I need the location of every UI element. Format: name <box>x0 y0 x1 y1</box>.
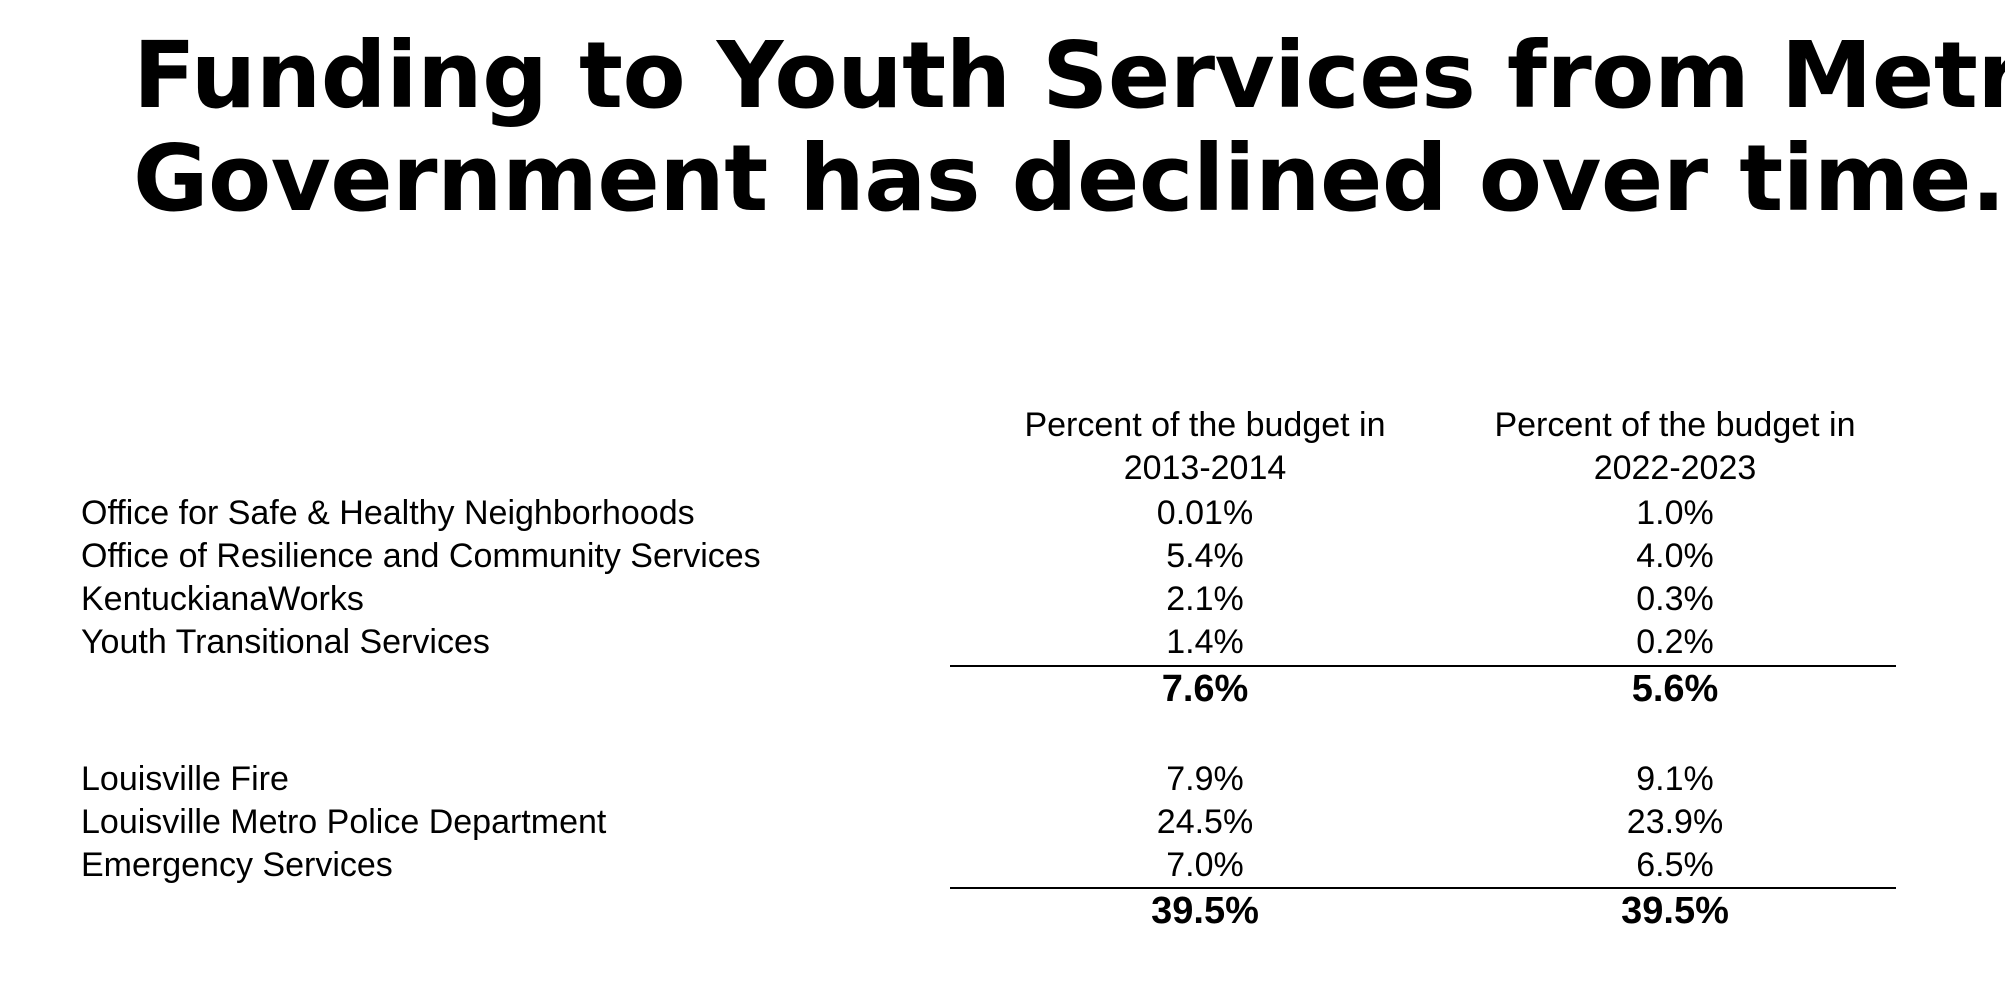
subtotal-divider <box>950 665 1896 667</box>
value-2013-2014: 5.4% <box>1166 537 1244 575</box>
value-2013-2014: 24.5% <box>1156 803 1254 841</box>
value-2022-2023: 23.9% <box>1626 803 1724 841</box>
column-header-year: 2022-2023 <box>1593 449 1757 487</box>
column-header-year: 2013-2014 <box>1123 449 1287 487</box>
subtotal-2022-2023: 39.5% <box>1621 890 1729 932</box>
row-label: Office of Resilience and Community Servi… <box>81 537 761 575</box>
row-label: Louisville Fire <box>81 760 289 798</box>
table-row: Louisville Fire 7.9% 9.1% <box>0 758 2005 801</box>
row-label: Office for Safe & Healthy Neighborhoods <box>81 494 695 532</box>
row-label: Youth Transitional Services <box>81 623 490 661</box>
value-2022-2023: 9.1% <box>1636 760 1714 798</box>
value-2022-2023: 1.0% <box>1636 494 1714 532</box>
table-row: KentuckianaWorks 2.1% 0.3% <box>0 578 2005 621</box>
column-header-text: Percent of the budget in <box>1024 406 1386 444</box>
value-2013-2014: 7.9% <box>1166 760 1244 798</box>
value-2022-2023: 6.5% <box>1636 846 1714 884</box>
column-header-text: Percent of the budget in <box>1494 406 1856 444</box>
value-2013-2014: 0.01% <box>1156 494 1254 532</box>
page-title: Funding to Youth Services from Metro Gov… <box>133 22 2005 232</box>
subtotal-row: 7.6% 5.6% <box>0 665 2005 710</box>
column-header-2022-2023: Percent of the budget in 2022-2023 <box>1440 404 1910 490</box>
table-row: Office of Resilience and Community Servi… <box>0 535 2005 578</box>
table-row: Office for Safe & Healthy Neighborhoods … <box>0 492 2005 535</box>
table-row: Youth Transitional Services 1.4% 0.2% <box>0 621 2005 664</box>
value-2013-2014: 7.0% <box>1166 846 1244 884</box>
value-2013-2014: 1.4% <box>1166 623 1244 661</box>
subtotal-2013-2014: 39.5% <box>1151 890 1259 932</box>
title-line-2: Government has declined over time. <box>133 125 2005 232</box>
table-row: Emergency Services 7.0% 6.5% <box>0 844 2005 887</box>
row-label: KentuckianaWorks <box>81 580 364 618</box>
subtotal-divider <box>950 887 1896 889</box>
subtotal-2013-2014: 7.6% <box>1161 668 1249 710</box>
value-2022-2023: 0.2% <box>1636 623 1714 661</box>
title-line-1: Funding to Youth Services from Metro <box>133 22 2005 129</box>
subtotal-row: 39.5% 39.5% <box>0 887 2005 932</box>
value-2022-2023: 0.3% <box>1636 580 1714 618</box>
row-label: Louisville Metro Police Department <box>81 803 607 841</box>
value-2013-2014: 2.1% <box>1166 580 1244 618</box>
subtotal-2022-2023: 5.6% <box>1631 668 1719 710</box>
table-row: Louisville Metro Police Department 24.5%… <box>0 801 2005 844</box>
value-2022-2023: 4.0% <box>1636 537 1714 575</box>
row-label: Emergency Services <box>81 846 393 884</box>
column-header-2013-2014: Percent of the budget in 2013-2014 <box>970 404 1440 490</box>
